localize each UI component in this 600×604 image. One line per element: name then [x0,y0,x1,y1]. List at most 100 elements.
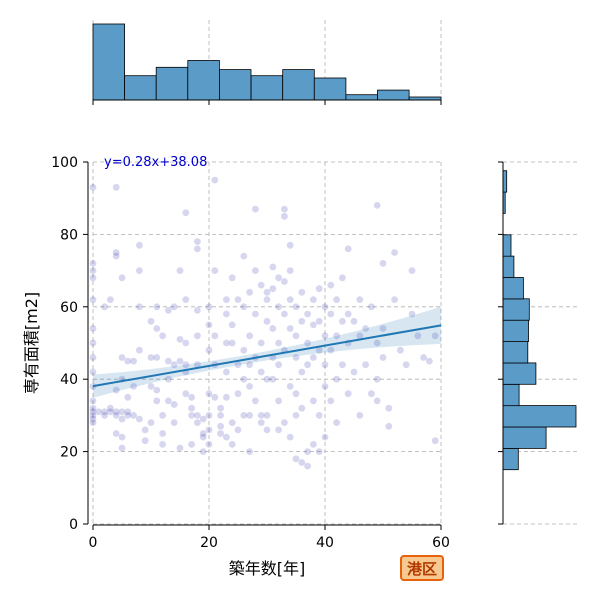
scatter-point [356,332,364,340]
scatter-point [153,325,161,332]
scatter-point [182,361,190,369]
scatter-point [408,267,416,274]
scatter-point [339,361,346,369]
scatter-point [298,288,306,296]
scatter-point [153,386,161,394]
x-axis-label: 築年数[年] [229,559,306,578]
scatter-point [170,419,178,426]
scatter-point [118,444,126,452]
scatter-point [112,252,120,260]
scatter-point [170,303,178,311]
scatter-point [89,368,97,376]
scatter-point [124,357,132,365]
scatter-point [310,441,317,448]
scatter-point [246,288,254,296]
scatter-point [269,375,277,383]
scatter-point [350,368,358,376]
right-hist-bar [502,383,520,407]
scatter-point [89,404,97,412]
scatter-point [89,274,97,282]
scatter-point [194,307,201,314]
scatter-point [112,249,120,256]
scatter-point [124,412,132,419]
scatter-point [344,245,352,253]
scatter-point [211,267,219,274]
scatter-point [298,459,306,466]
scatter-point [246,383,254,390]
scatter-point [205,441,213,448]
scatter-point [124,408,132,416]
scatter-point [263,317,271,325]
y-tick-label: 40 [60,372,78,388]
top-hist-bar [313,77,347,101]
scatter-point [373,375,381,383]
scatter-point [431,332,439,340]
scatter-point [263,288,271,296]
scatter-point [165,357,172,365]
scatter-point [194,419,201,426]
scatter-point [281,212,288,220]
scatter-point [147,354,155,361]
scatter-point [217,412,225,419]
scatter-point [211,176,219,184]
scatter-point [170,361,178,369]
scatter-point [205,426,213,434]
scatter-point [205,390,213,398]
scatter-point [223,433,230,441]
scatter-point [269,263,277,271]
scatter-point [385,422,393,430]
top-hist-bar [187,60,220,101]
scatter-point [199,448,207,455]
scatter-point [118,433,126,441]
scatter-point [246,448,254,455]
scatter-point [292,303,300,311]
scatter-point [379,260,387,267]
scatter-point [257,412,265,419]
scatter-point [321,361,329,369]
scatter-point [286,325,294,332]
scatter-point [89,383,97,390]
scatter-point [199,430,207,437]
scatter-point [165,397,172,405]
scatter-point [112,386,120,394]
right-hist-bar [502,447,519,471]
scatter-point [414,332,422,340]
right-hist-bar [502,405,577,428]
top-hist-bar [124,75,157,101]
scatter-point [194,361,201,369]
scatter-point [263,375,271,383]
scatter-point [130,412,138,419]
scatter-point [252,310,259,318]
scatter-point [426,357,433,365]
scatter-point [246,412,254,419]
scatter-point [263,426,271,434]
scatter-point [275,274,282,282]
scatter-point [292,390,300,398]
scatter-point [101,408,108,416]
x-tick-label: 60 [432,535,450,551]
scatter-point [310,296,317,303]
scatter-point [194,412,201,419]
scatter-point [292,412,300,419]
scatter-point [194,245,201,253]
scatter-point [211,393,219,401]
scatter-point [147,317,155,325]
scatter-point [101,303,108,311]
scatter-point [118,354,126,361]
scatter-point [112,408,120,416]
right-hist-bar [502,255,515,278]
scatter-point [136,415,143,423]
scatter-point [170,401,178,408]
scatter-point [228,339,236,347]
scatter-point [118,408,126,416]
scatter-point [269,285,277,293]
scatter-point [130,357,138,365]
scatter-point [217,422,225,430]
scatter-point [286,433,294,441]
scatter-point [263,296,271,303]
scatter-point [298,404,306,412]
scatter-point [194,238,201,246]
scatter-point [304,448,311,455]
scatter-point [136,267,143,274]
